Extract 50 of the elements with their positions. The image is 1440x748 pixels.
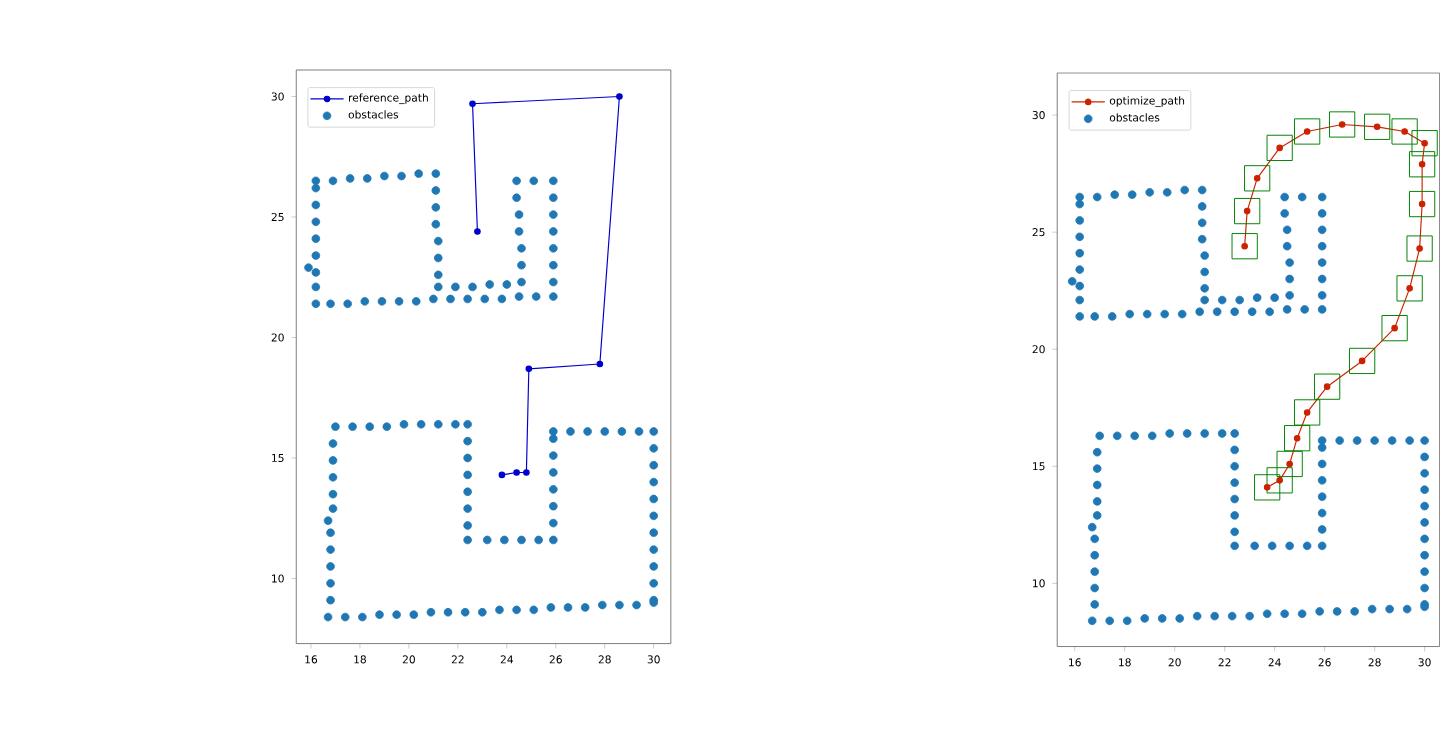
point: [525, 365, 533, 373]
point: [1276, 451, 1303, 478]
point: [474, 228, 481, 236]
point: [1391, 118, 1418, 145]
point: [1294, 118, 1321, 145]
point: [1266, 467, 1293, 494]
point: [1231, 233, 1258, 260]
point: [1421, 140, 1428, 147]
point: [1284, 425, 1311, 452]
point: [1406, 285, 1413, 293]
point: [1329, 111, 1356, 138]
point: [1406, 235, 1433, 263]
point: [523, 469, 530, 477]
point: [1364, 114, 1391, 141]
point: [513, 469, 520, 477]
point: [1408, 191, 1436, 218]
point: [596, 361, 604, 368]
point: [1253, 175, 1261, 182]
point: [1276, 144, 1283, 152]
point: [1303, 409, 1311, 417]
point: [1314, 373, 1341, 401]
point: [1234, 198, 1261, 225]
point: [1408, 151, 1436, 178]
point: [1358, 357, 1366, 365]
point: [1244, 165, 1271, 192]
point: [1294, 399, 1321, 426]
point: [1401, 128, 1408, 136]
point: [1286, 461, 1293, 468]
point: [1373, 123, 1381, 131]
point: [1381, 315, 1408, 342]
point: [1266, 135, 1293, 162]
point: [1293, 435, 1301, 442]
point: [1416, 245, 1423, 253]
point: [1418, 161, 1426, 168]
point: [498, 471, 506, 479]
point: [1349, 348, 1376, 375]
point: [1323, 383, 1331, 391]
point: [1303, 128, 1311, 136]
point: [469, 100, 476, 108]
point: [1241, 243, 1248, 250]
point: [1391, 325, 1398, 332]
point: [1411, 130, 1438, 157]
point: [1338, 121, 1346, 129]
point: [1254, 474, 1281, 501]
point: [1418, 201, 1426, 208]
point: [616, 93, 623, 101]
point: [1243, 208, 1251, 215]
point: [1263, 484, 1271, 492]
point: [1276, 477, 1283, 485]
point: [1396, 275, 1423, 302]
